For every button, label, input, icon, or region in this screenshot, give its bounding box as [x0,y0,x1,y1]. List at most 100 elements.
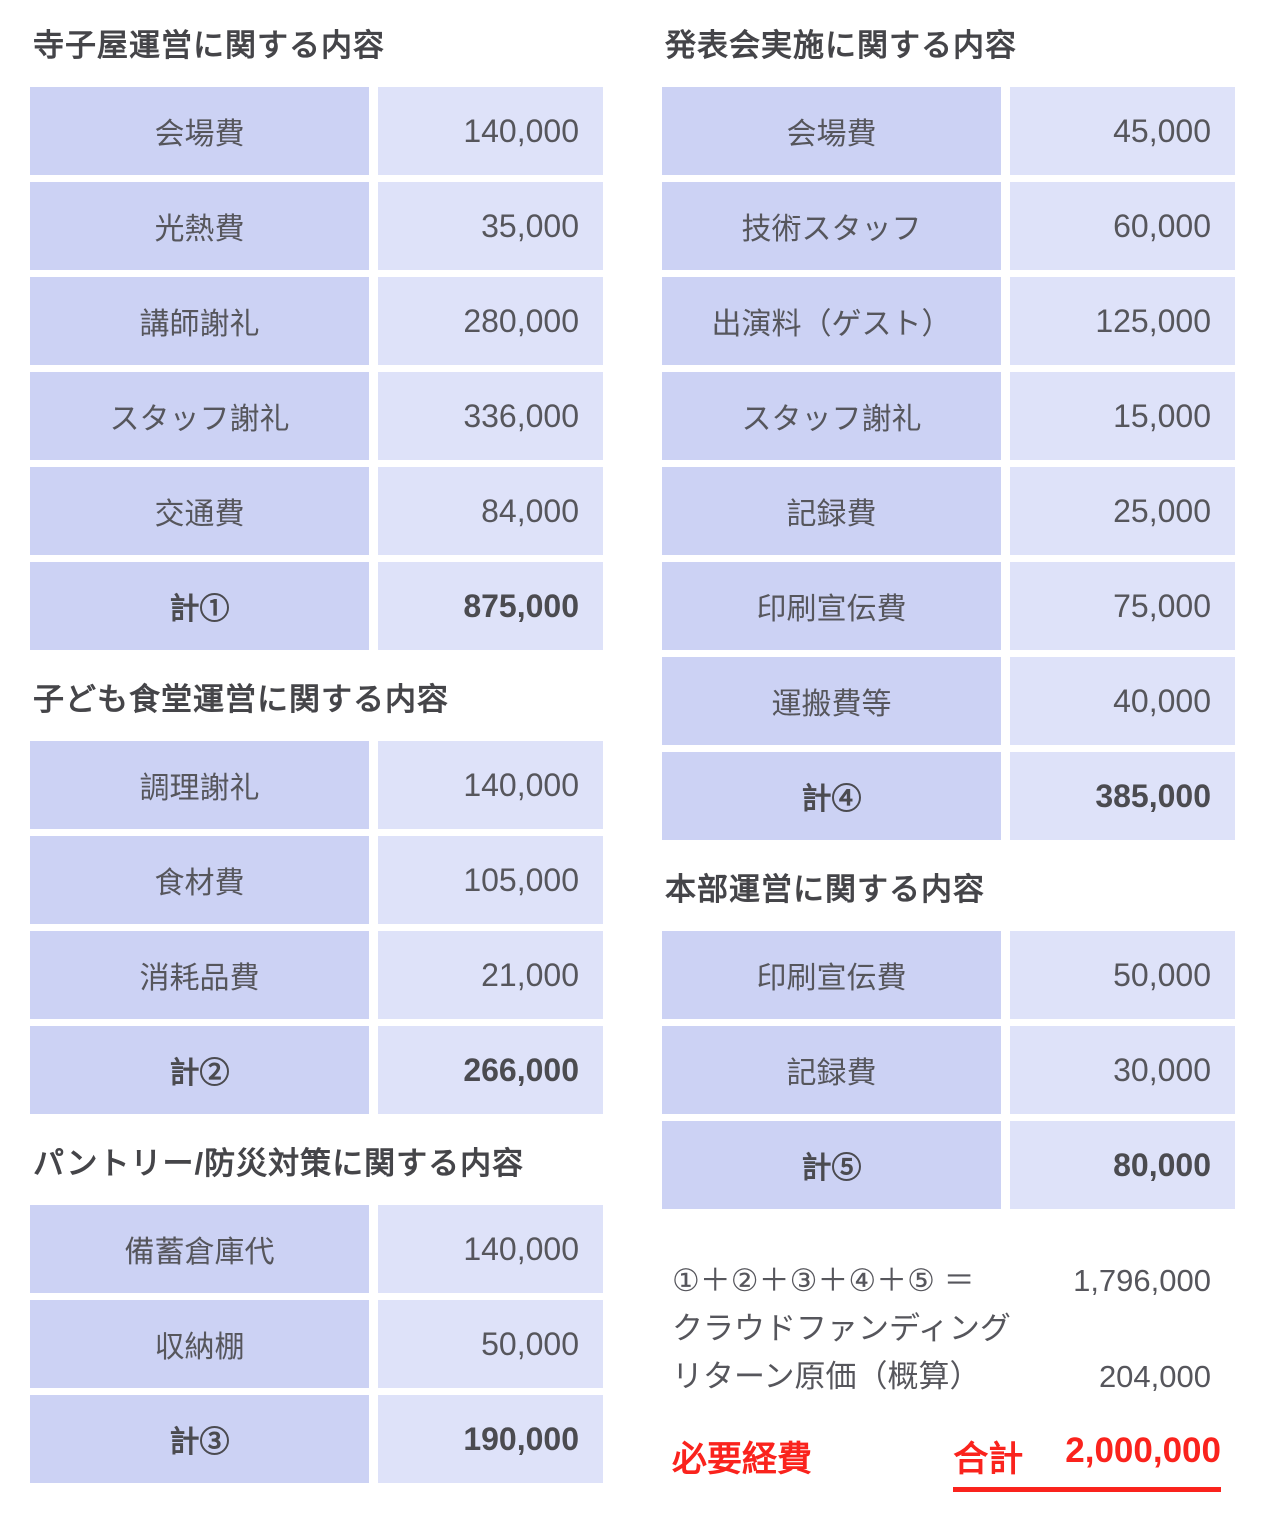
item-value-cell: 15,000 [1010,372,1235,460]
table-row: 会場費 45,000 [662,87,1235,175]
item-value-cell: 21,000 [378,931,603,1019]
item-value-cell: 385,000 [1010,752,1235,840]
required-expense-line: 必要経費 合計 2,000,000 [662,1431,1235,1492]
required-expense-label: 必要経費 [672,1440,813,1479]
section-terakoya: 寺子屋運営に関する内容会場費 140,000 光熱費 35,000 講師謝礼 280,00… [30,28,603,650]
item-label-cell: 出演料（ゲスト） [662,277,1001,365]
summary-sum-value: 1,796,000 [1073,1263,1211,1298]
section-title: 発表会実施に関する内容 [665,28,1017,63]
table-row: 備蓄倉庫代 140,000 [30,1205,603,1293]
item-label-cell: 会場費 [30,87,369,175]
item-label-cell: 計① [30,562,369,650]
section-title: パントリー/防災対策に関する内容 [33,1146,525,1181]
summary-return-cost-label: リターン原価（概算） [672,1359,981,1394]
left-column: 寺子屋運営に関する内容 会場費 140,000 光熱費 35,000 講師謝礼 280,00… [30,28,603,1515]
summary-return-cost-line: リターン原価（概算） 204,000 [672,1353,1211,1401]
item-label-cell: 備蓄倉庫代 [30,1205,369,1293]
item-label-cell: 記録費 [662,1026,1001,1114]
item-label-cell: スタッフ謝礼 [30,372,369,460]
item-value-cell: 190,000 [378,1395,603,1483]
item-value-cell: 875,000 [378,562,603,650]
summary-return-cost-value: 204,000 [1098,1359,1211,1394]
table-row: 印刷宣伝費 50,000 [662,931,1235,1019]
total-row: 計③ 190,000 [30,1395,603,1483]
expense-table: 会場費 45,000 技術スタッフ 60,000 出演料（ゲスト） 125,000 スタッフ… [662,87,1235,840]
section-title: 本部運営に関する内容 [665,872,985,907]
table-row: 交通費 84,000 [30,467,603,555]
item-label-cell: 計② [30,1026,369,1114]
item-label-cell: スタッフ謝礼 [662,372,1001,460]
item-label-cell: 消耗品費 [30,931,369,1019]
table-row: 記録費 30,000 [662,1026,1235,1114]
item-value-cell: 140,000 [378,741,603,829]
item-label-cell: 収納棚 [30,1300,369,1388]
item-label-cell: 運搬費等 [662,657,1001,745]
total-row: 計④ 385,000 [662,752,1235,840]
item-label-cell: 食材費 [30,836,369,924]
table-row: 記録費 25,000 [662,467,1235,555]
item-value-cell: 84,000 [378,467,603,555]
section-happyokai: 発表会実施に関する内容会場費 45,000 技術スタッフ 60,000 出演料（ゲスト）… [662,28,1235,840]
item-value-cell: 125,000 [1010,277,1235,365]
item-value-cell: 336,000 [378,372,603,460]
table-row: スタッフ謝礼 15,000 [662,372,1235,460]
item-label-cell: 交通費 [30,467,369,555]
table-row: スタッフ謝礼 336,000 [30,372,603,460]
expense-table: 印刷宣伝費 50,000 記録費 30,000 計⑤ 80,000 [662,931,1235,1209]
table-row: 消耗品費 21,000 [30,931,603,1019]
grand-total: 合計 2,000,000 [953,1431,1221,1492]
expense-table: 調理謝礼 140,000 食材費 105,000 消耗品費 21,000 計② 266,000 [30,741,603,1114]
table-row: 印刷宣伝費 75,000 [662,562,1235,650]
total-row: 計⑤ 80,000 [662,1121,1235,1209]
item-value-cell: 40,000 [1010,657,1235,745]
item-value-cell: 140,000 [378,1205,603,1293]
summary-sum-formula: ①＋②＋③＋④＋⑤ ＝ [672,1263,975,1298]
table-row: 講師謝礼 280,000 [30,277,603,365]
expense-table: 備蓄倉庫代 140,000 収納棚 50,000 計③ 190,000 [30,1205,603,1483]
summary-crowdfunding-text: クラウドファンディング [672,1311,1011,1346]
table-row: 出演料（ゲスト） 125,000 [662,277,1235,365]
total-row: 計② 266,000 [30,1026,603,1114]
item-label-cell: 計④ [662,752,1001,840]
summary-crowdfunding-line: クラウドファンディング [672,1305,1211,1353]
table-row: 技術スタッフ 60,000 [662,182,1235,270]
item-label-cell: 計⑤ [662,1121,1001,1209]
item-label-cell: 技術スタッフ [662,182,1001,270]
table-row: 光熱費 35,000 [30,182,603,270]
expense-table: 会場費 140,000 光熱費 35,000 講師謝礼 280,000 スタッフ謝礼 336,… [30,87,603,650]
item-value-cell: 75,000 [1010,562,1235,650]
grand-total-value: 2,000,000 [1065,1431,1221,1470]
section-title: 子ども食堂運営に関する内容 [33,682,449,717]
grand-total-label: 合計 [953,1440,1024,1479]
item-label-cell: 印刷宣伝費 [662,562,1001,650]
summary-block: ①＋②＋③＋④＋⑤ ＝ 1,796,000 クラウドファンディング リターン原価… [662,1257,1235,1401]
item-value-cell: 105,000 [378,836,603,924]
table-row: 収納棚 50,000 [30,1300,603,1388]
section-kodomo-shokudo: 子ども食堂運営に関する内容調理謝礼 140,000 食材費 105,000 消耗品費 21… [30,682,603,1114]
right-column: 発表会実施に関する内容会場費 45,000 技術スタッフ 60,000 出演料（ゲスト）… [662,28,1235,1515]
item-value-cell: 35,000 [378,182,603,270]
section-pantry-bousai: パントリー/防災対策に関する内容 備蓄倉庫代 140,000 収納棚 50,000 計③ 1… [30,1146,603,1483]
item-label-cell: 講師謝礼 [30,277,369,365]
item-value-cell: 50,000 [1010,931,1235,1019]
section-honbu: 本部運営に関する内容印刷宣伝費 50,000 記録費 30,000 計⑤ 80,000 [662,872,1235,1209]
table-row: 運搬費等 40,000 [662,657,1235,745]
item-value-cell: 140,000 [378,87,603,175]
item-label-cell: 印刷宣伝費 [662,931,1001,1019]
item-value-cell: 280,000 [378,277,603,365]
table-row: 会場費 140,000 [30,87,603,175]
item-label-cell: 会場費 [662,87,1001,175]
item-value-cell: 50,000 [378,1300,603,1388]
table-row: 調理謝礼 140,000 [30,741,603,829]
item-label-cell: 光熱費 [30,182,369,270]
section-title: 寺子屋運営に関する内容 [33,28,385,63]
summary-sum-line: ①＋②＋③＋④＋⑤ ＝ 1,796,000 [672,1257,1211,1305]
table-row: 食材費 105,000 [30,836,603,924]
item-label-cell: 計③ [30,1395,369,1483]
item-label-cell: 記録費 [662,467,1001,555]
item-value-cell: 80,000 [1010,1121,1235,1209]
item-value-cell: 25,000 [1010,467,1235,555]
item-value-cell: 60,000 [1010,182,1235,270]
item-value-cell: 30,000 [1010,1026,1235,1114]
